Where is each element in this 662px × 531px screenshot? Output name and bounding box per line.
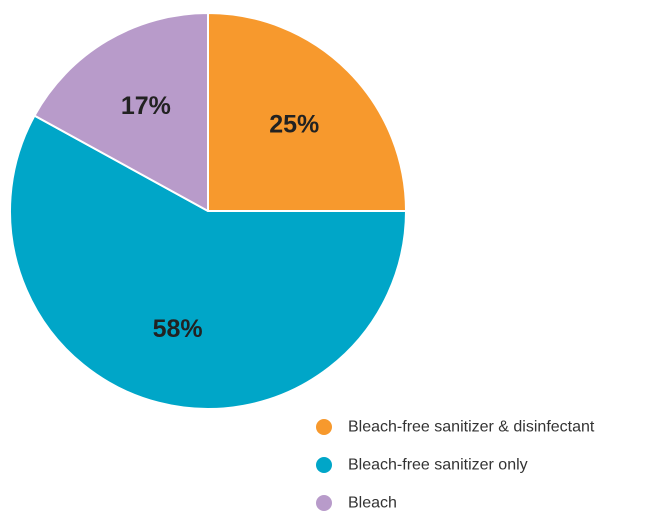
pie-slice-bleach <box>33 12 209 212</box>
legend-swatch-bleach-free-sanitizer-and-disinfectant <box>316 419 332 435</box>
pie-slice-bleach-free-sanitizer-and-disinfectant <box>207 12 407 212</box>
legend-label-bleach-free-sanitizer-only: Bleach-free sanitizer only <box>348 457 528 474</box>
slice-label-bleach: 17% <box>121 92 171 120</box>
pie-slice-labels: 25% 58% 17% <box>121 92 319 343</box>
legend-label-bleach-free-sanitizer-and-disinfectant: Bleach-free sanitizer & disinfectant <box>348 419 595 436</box>
slice-label-bleach-free-sanitizer-and-disinfectant: 25% <box>269 111 319 139</box>
legend: Bleach-free sanitizer & disinfectant Blea… <box>316 419 595 512</box>
pie-slice-bleach-free-sanitizer-only <box>9 114 407 410</box>
legend-swatch-bleach <box>316 495 332 511</box>
slice-label-bleach-free-sanitizer-only: 58% <box>153 315 203 343</box>
pie-slices <box>9 12 407 410</box>
legend-swatch-bleach-free-sanitizer-only <box>316 457 332 473</box>
legend-label-bleach: Bleach <box>348 495 397 512</box>
